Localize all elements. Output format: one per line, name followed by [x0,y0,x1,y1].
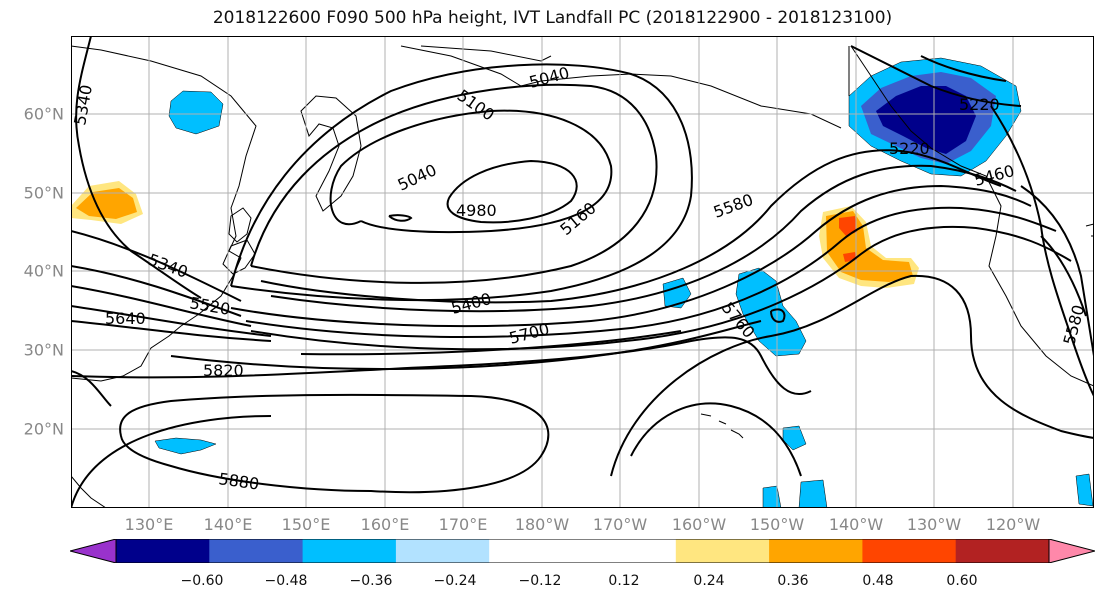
lon-label: 160°W [671,515,727,534]
lon-label: 140°E [203,515,253,534]
colorbar-segment [489,539,583,563]
colorbar-tick-label: −0.48 [264,573,308,589]
lon-label: 120°W [985,515,1041,534]
colorbar [70,539,1095,563]
colorbar-segment [302,539,397,563]
lon-label: 150°E [281,515,331,534]
contour-label: 5220 [889,139,930,158]
colorbar-segment [1049,539,1095,563]
colorbar-tick-label: 0.24 [693,573,725,589]
lat-label: 50°N [23,183,64,203]
lon-label: 170°W [592,515,648,534]
colorbar-segment [955,539,1050,563]
lon-label: 130°W [906,515,962,534]
lat-label: 40°N [23,261,64,281]
gridlines [71,36,1094,508]
colorbar-segment [675,539,770,563]
height-contours [71,36,1094,508]
colorbar-segment [582,539,677,563]
contour-label: 5820 [203,361,244,380]
colorbar-tick-label: −0.24 [433,573,477,589]
lat-label: 60°N [23,104,64,124]
colorbar-segment [862,539,957,563]
lon-label: 140°W [828,515,884,534]
colorbar-tick-label: 0.36 [777,573,809,589]
lat-label: 20°N [23,419,64,439]
colorbar-tick-label: 0.48 [862,573,894,589]
contour-label: 5640 [105,309,146,328]
map-title: 2018122600 F090 500 hPa height, IVT Land… [212,8,893,28]
lon-label: 160°E [360,515,410,534]
lat-label: 30°N [23,340,64,360]
colorbar-segment [769,539,863,563]
colorbar-segment [209,539,304,563]
colorbar-segment [395,539,490,563]
lon-label: 170°E [438,515,488,534]
contour-label: 4980 [456,201,497,220]
colorbar-tick-label: 0.60 [946,573,978,589]
lon-label: 130°E [124,515,174,534]
lon-label: 150°W [749,515,805,534]
colorbar-segment [70,539,116,563]
colorbar-tick-label: 0.12 [608,573,640,589]
colorbar-tick-label: −0.36 [349,573,393,589]
lon-label: 180°W [514,515,570,534]
ivt-shading [71,57,1094,508]
map-panel: 5340 5100 5040 5040 4980 5220 5220 5460 … [71,36,1094,508]
colorbar-tick-label: −0.60 [180,573,224,589]
colorbar-segment [116,539,210,563]
colorbar-tick-label: −0.12 [518,573,562,589]
contour-label: 5220 [959,95,1000,114]
